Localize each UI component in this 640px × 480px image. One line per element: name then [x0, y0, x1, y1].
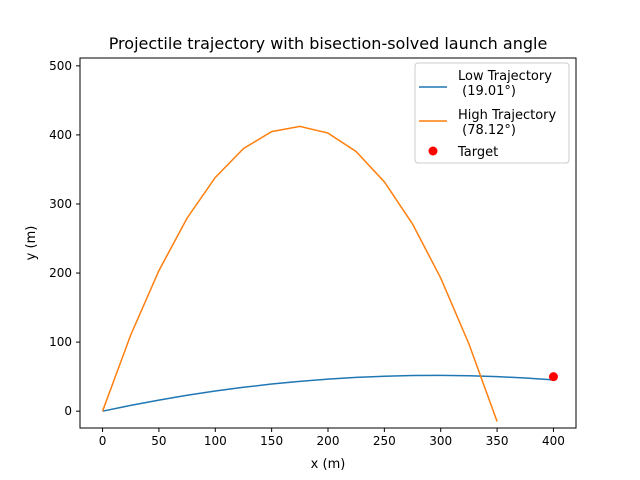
x-tick-label: 150	[260, 434, 283, 448]
x-tick-label: 50	[151, 434, 166, 448]
plot-area	[101, 125, 558, 422]
legend: Low Trajectory (19.01°) High Trajectory …	[414, 62, 570, 164]
y-tick-label: 100	[49, 335, 72, 349]
x-tick-label: 200	[317, 434, 340, 448]
legend-label-target: Target	[457, 145, 498, 160]
y-tick-label: 200	[49, 266, 72, 280]
x-tick-label: 0	[99, 434, 107, 448]
x-tick-label: 350	[486, 434, 509, 448]
legend-label-low: Low Trajectory (19.01°)	[458, 69, 552, 99]
legend-marker-target	[428, 146, 438, 156]
y-tick-label: 300	[49, 197, 72, 211]
legend-label-high: High Trajectory (78.12°)	[458, 108, 557, 138]
y-tick-label: 400	[49, 128, 72, 142]
y-tick-label: 500	[49, 59, 72, 73]
axis-ticks: 0 50 100 150 200 250 300 350 400 0 100 200 300 400 500	[49, 59, 565, 448]
y-tick-label: 0	[64, 404, 72, 418]
x-tick-label: 100	[204, 434, 227, 448]
x-tick-label: 300	[429, 434, 452, 448]
x-tick-label: 250	[373, 434, 396, 448]
chart-title: Projectile trajectory with bisection-sol…	[109, 34, 548, 53]
series-line-1	[101, 125, 498, 422]
target-point	[548, 372, 558, 382]
series-line-0	[102, 374, 554, 412]
x-tick-label: 400	[542, 434, 565, 448]
y-axis-label: y (m)	[24, 226, 39, 261]
legend-box	[414, 62, 570, 164]
x-axis-label: x (m)	[311, 457, 346, 472]
